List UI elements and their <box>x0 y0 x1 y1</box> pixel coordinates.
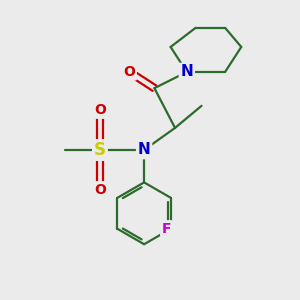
Text: F: F <box>162 222 171 236</box>
Text: N: N <box>180 64 193 80</box>
Text: N: N <box>138 142 151 158</box>
Text: O: O <box>94 183 106 197</box>
Text: O: O <box>94 103 106 117</box>
Text: O: O <box>124 65 135 79</box>
Text: S: S <box>94 141 106 159</box>
